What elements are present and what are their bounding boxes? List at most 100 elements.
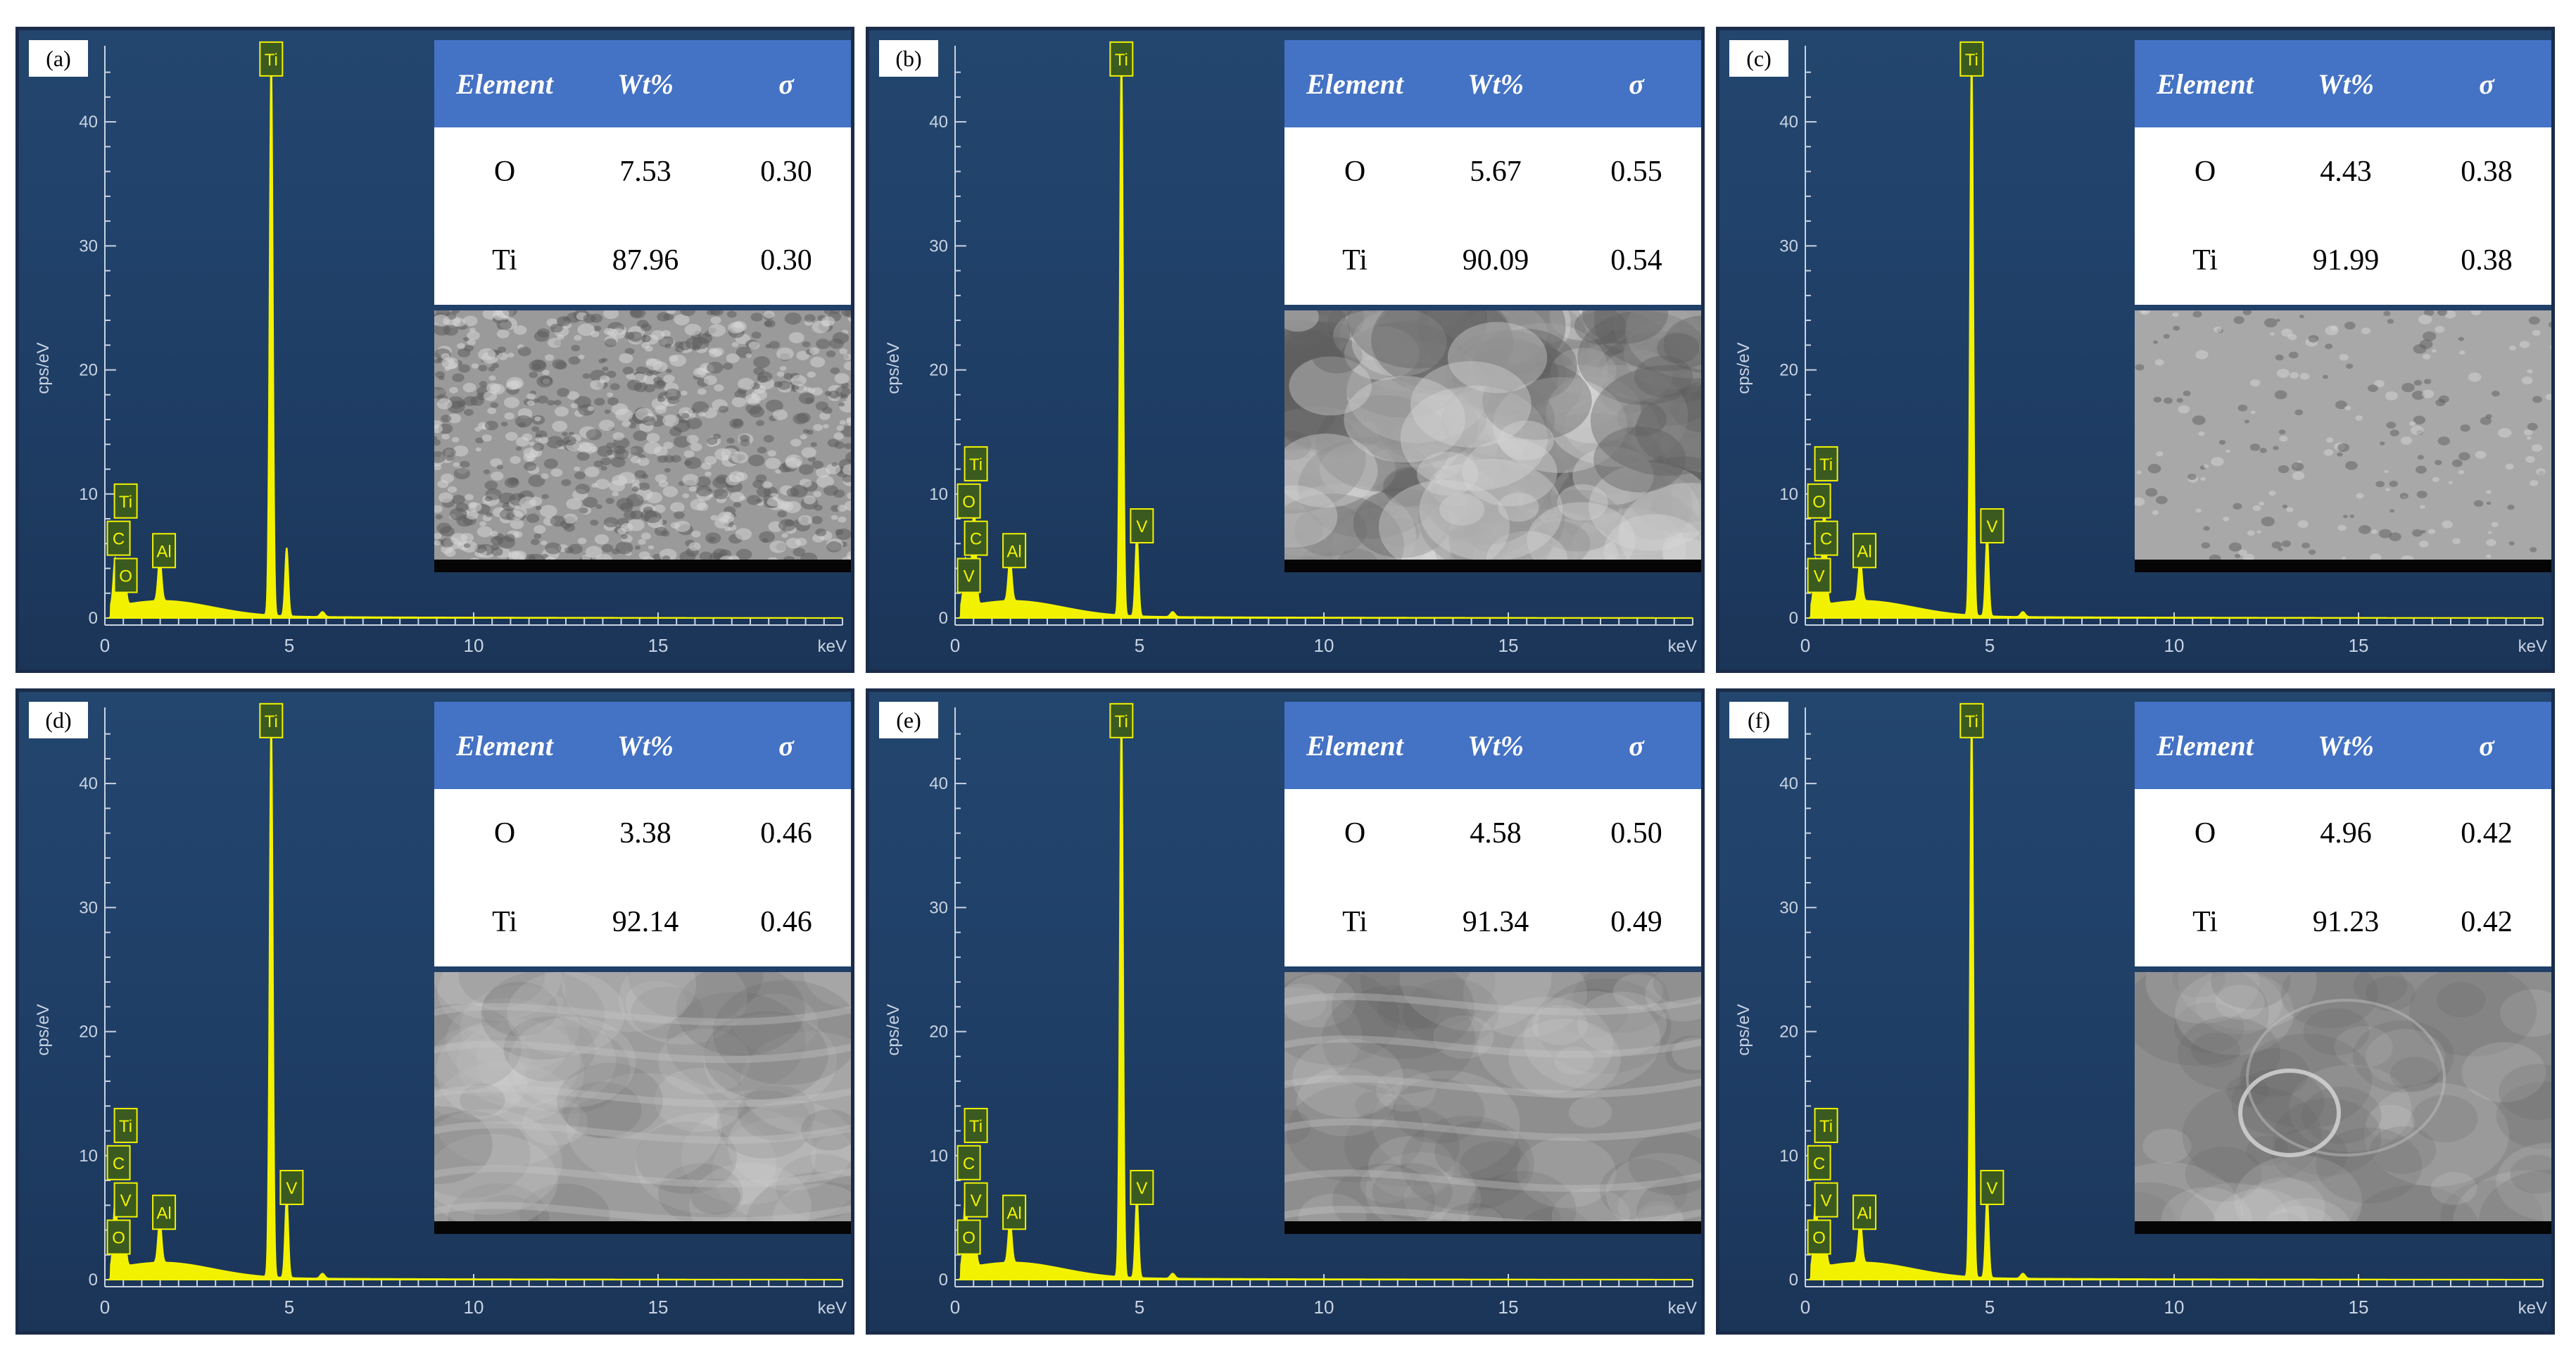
panel-label: (d)	[29, 702, 88, 738]
x-tick-label: 5	[1135, 1297, 1144, 1318]
x-tick-label: 10	[2164, 1297, 2185, 1318]
svg-text:O: O	[119, 567, 132, 586]
svg-text:O: O	[962, 493, 976, 512]
x-tick-label: 0	[100, 1297, 110, 1318]
composition-inset: Element Wt% σ O 4.43 0.38 Ti 91.99 0.38	[2135, 40, 2551, 572]
sem-micrograph	[434, 972, 851, 1234]
peak-label-ti: Ti	[113, 483, 138, 519]
x-tick-label: 15	[2349, 635, 2369, 656]
svg-text:C: C	[113, 530, 125, 549]
peak-label-c: C	[1814, 520, 1838, 556]
table-cell: 4.43	[2320, 156, 2372, 188]
eds-panel-b: 0 10 20 30 40 0 5 10 15 keV cps/eV Ti Ti O C V Al V (b) Ele…	[866, 27, 1705, 673]
table-cell: 0.49	[1610, 906, 1662, 938]
peak-label-ti: Ti	[1109, 41, 1134, 77]
peak-label-o: O	[1807, 483, 1831, 519]
table-cell: Ti	[2192, 244, 2218, 277]
svg-text:Ti: Ti	[1115, 712, 1128, 731]
svg-text:Al: Al	[156, 1204, 171, 1223]
x-tick-label: 15	[1498, 1297, 1519, 1318]
peak-label-al: Al	[1002, 533, 1027, 569]
y-tick-label: 40	[1779, 774, 1798, 793]
svg-text:Ti: Ti	[119, 1117, 132, 1136]
table-header: Wt%	[2275, 702, 2416, 789]
x-tick-label: 5	[1135, 635, 1144, 656]
svg-text:Al: Al	[1857, 1204, 1871, 1223]
x-tick-label: 0	[100, 635, 110, 656]
table-cell: Ti	[1342, 244, 1368, 277]
table-cell: 87.96	[612, 244, 679, 277]
table-row: Ti 90.09 0.54	[1284, 216, 1701, 305]
svg-text:V: V	[1136, 1179, 1147, 1198]
y-axis-label: cps/eV	[884, 1004, 903, 1055]
svg-text:V: V	[971, 1192, 982, 1211]
peak-label-ti: Ti	[113, 1107, 138, 1143]
table-header: σ	[2416, 40, 2551, 127]
svg-text:Ti: Ti	[1115, 51, 1128, 70]
table-cell: 0.30	[760, 244, 812, 277]
table-header: σ	[1566, 702, 1701, 789]
svg-text:Ti: Ti	[969, 1117, 983, 1136]
table-header: Element	[434, 702, 575, 789]
table-cell: 0.46	[760, 817, 812, 850]
sem-micrograph	[1284, 310, 1701, 572]
table-row: O 4.96 0.42	[2135, 789, 2551, 878]
composition-table: Element Wt% σ O 4.43 0.38 Ti 91.99 0.38	[2135, 40, 2551, 305]
table-cell: 4.58	[1470, 817, 1522, 850]
table-cell: 5.67	[1470, 156, 1522, 188]
x-unit-label: keV	[1668, 1299, 1697, 1318]
peak-label-v: V	[1130, 508, 1154, 544]
table-cell: 0.46	[760, 906, 812, 938]
x-tick-label: 10	[1314, 1297, 1334, 1318]
y-axis-label: cps/eV	[1734, 342, 1753, 393]
table-row: Ti 91.34 0.49	[1284, 878, 1701, 966]
table-cell: O	[493, 156, 516, 188]
table-row: Ti 91.23 0.42	[2135, 878, 2551, 966]
svg-text:C: C	[1820, 530, 1832, 549]
y-tick-label: 20	[929, 1023, 948, 1042]
composition-inset: Element Wt% σ O 7.53 0.30 Ti 87.96 0.30	[434, 40, 851, 572]
peak-label-o: O	[106, 1219, 131, 1255]
svg-text:V: V	[964, 567, 975, 586]
svg-text:Ti: Ti	[1819, 1117, 1833, 1136]
x-tick-label: 10	[1314, 635, 1334, 656]
sem-info-bar	[434, 1221, 851, 1234]
svg-text:C: C	[970, 530, 982, 549]
y-tick-label: 10	[929, 485, 948, 504]
spectrum-line	[106, 57, 843, 619]
sem-info-bar	[2135, 1221, 2551, 1234]
table-header: σ	[716, 702, 851, 789]
peak-label-c: C	[106, 520, 131, 556]
y-tick-label: 0	[89, 609, 98, 628]
table-cell: Ti	[492, 244, 517, 277]
peak-label-al: Al	[1852, 533, 1877, 569]
table-header: Wt%	[575, 40, 716, 127]
peak-label-al: Al	[152, 533, 177, 569]
y-tick-label: 30	[79, 898, 98, 917]
y-tick-label: 30	[1779, 898, 1798, 917]
table-header: Wt%	[2275, 40, 2416, 127]
y-tick-label: 30	[79, 237, 98, 256]
peak-label-ti: Ti	[1814, 1107, 1838, 1143]
panel-label: (a)	[29, 40, 88, 77]
svg-text:O: O	[962, 1229, 976, 1248]
table-cell: 0.42	[2461, 906, 2513, 938]
panel-label: (c)	[1729, 40, 1788, 77]
x-unit-label: keV	[818, 1299, 847, 1318]
spectrum-line	[1807, 719, 2544, 1280]
y-tick-label: 10	[1779, 1147, 1798, 1166]
x-tick-label: 5	[284, 635, 294, 656]
composition-table: Element Wt% σ O 4.96 0.42 Ti 91.23 0.42	[2135, 702, 2551, 966]
y-axis-label: cps/eV	[1734, 1004, 1753, 1055]
svg-text:Al: Al	[1006, 542, 1021, 561]
table-cell: O	[493, 817, 516, 850]
peak-label-v: V	[1130, 1170, 1154, 1206]
sem-micrograph	[2135, 972, 2551, 1234]
svg-text:Ti: Ti	[1819, 455, 1833, 474]
x-tick-label: 5	[284, 1297, 294, 1318]
svg-text:V: V	[286, 1179, 297, 1198]
y-tick-label: 30	[929, 237, 948, 256]
table-row: O 3.38 0.46	[434, 789, 851, 878]
y-tick-label: 40	[79, 774, 98, 793]
